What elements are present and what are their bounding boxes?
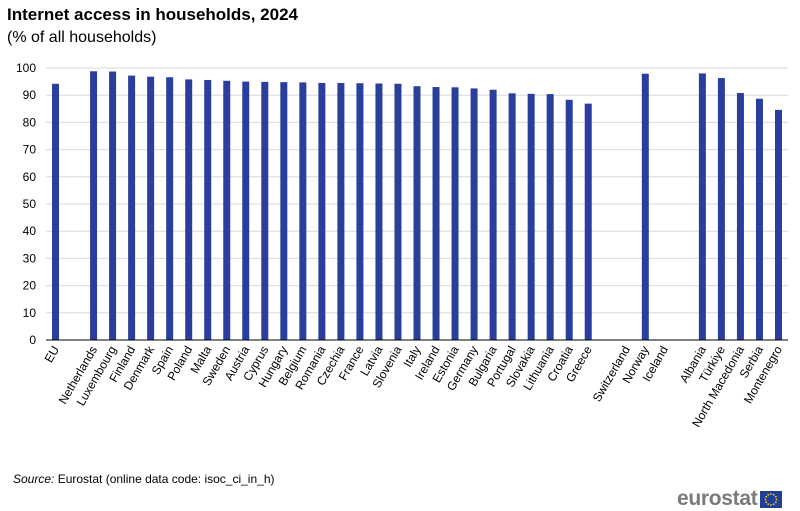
bar-chart: 0102030405060708090100EUNetherlandsLuxem… <box>16 61 788 430</box>
bar <box>109 71 117 340</box>
bar <box>166 77 174 341</box>
bar <box>375 83 383 340</box>
y-tick-label: 80 <box>23 115 37 129</box>
x-tick-label: EU <box>42 344 62 365</box>
y-tick-label: 70 <box>23 143 37 157</box>
bar <box>755 98 763 341</box>
y-tick-label: 20 <box>23 279 37 293</box>
bar <box>204 79 212 340</box>
bar <box>698 73 706 340</box>
bar <box>261 81 269 340</box>
bar <box>394 83 402 340</box>
eu-flag-icon <box>760 490 783 508</box>
bar <box>584 103 592 341</box>
bar <box>337 82 345 341</box>
bar <box>432 87 440 340</box>
bar <box>356 83 364 341</box>
chart-title: Internet access in households, 2024 <box>7 5 299 24</box>
y-tick-label: 30 <box>23 251 37 265</box>
y-tick-label: 100 <box>16 61 36 75</box>
bar <box>413 86 421 340</box>
bar <box>280 82 288 341</box>
source-text: Eurostat (online data code: isoc_ci_in_h… <box>54 472 275 486</box>
eurostat-logo: eurostat <box>677 487 783 511</box>
bar <box>223 80 231 340</box>
y-tick-label: 0 <box>29 333 36 347</box>
bar <box>717 78 725 341</box>
bar <box>470 88 478 341</box>
bar <box>489 89 497 340</box>
bar <box>242 81 250 340</box>
bar <box>52 83 60 340</box>
bar <box>641 73 649 340</box>
y-tick-label: 50 <box>23 197 37 211</box>
source-note: Source: Eurostat (online data code: isoc… <box>13 472 275 486</box>
bar <box>299 82 307 340</box>
source-label: Source: <box>13 472 55 486</box>
bar <box>185 79 193 340</box>
bar <box>508 93 516 341</box>
bar <box>565 99 573 340</box>
bar <box>128 75 136 340</box>
bar <box>147 76 155 340</box>
y-tick-label: 40 <box>23 224 37 238</box>
chart-subtitle: (% of all households) <box>7 29 157 46</box>
bar <box>90 71 98 340</box>
bar <box>736 93 744 340</box>
bar <box>774 109 782 340</box>
bar <box>527 93 535 340</box>
y-tick-label: 90 <box>23 88 37 102</box>
bar <box>318 82 326 341</box>
bar <box>451 87 459 340</box>
bar <box>546 94 554 340</box>
logo-text: eurostat <box>677 487 758 510</box>
y-tick-label: 10 <box>23 306 37 320</box>
y-tick-label: 60 <box>23 170 37 184</box>
